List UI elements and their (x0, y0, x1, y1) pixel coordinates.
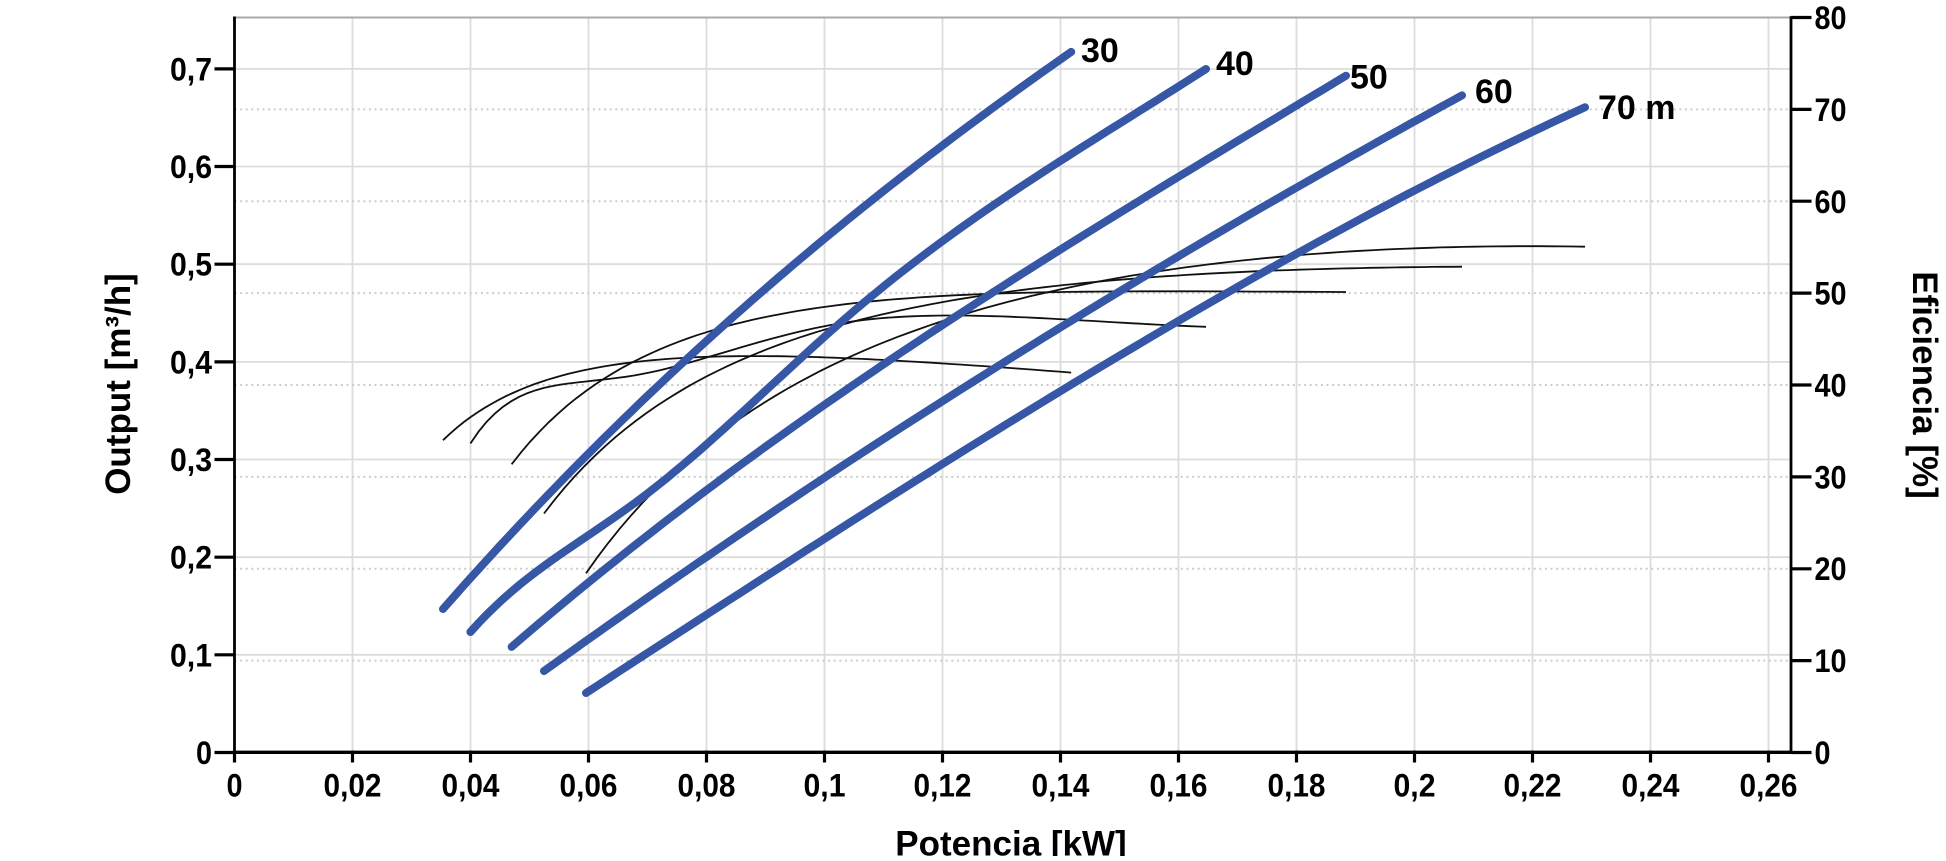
svg-text:0,16: 0,16 (1150, 768, 1208, 804)
svg-text:40: 40 (1216, 45, 1254, 83)
svg-text:Potencia [kW]: Potencia [kW] (895, 825, 1126, 857)
svg-text:80: 80 (1815, 0, 1847, 36)
svg-text:10: 10 (1815, 643, 1847, 679)
svg-text:0,2: 0,2 (170, 540, 212, 576)
svg-text:0: 0 (1815, 735, 1831, 771)
svg-text:0,18: 0,18 (1268, 768, 1326, 804)
svg-text:0,04: 0,04 (442, 768, 500, 804)
svg-text:50: 50 (1815, 276, 1847, 312)
svg-text:70: 70 (1815, 92, 1847, 128)
svg-text:0,02: 0,02 (324, 768, 382, 804)
svg-text:50: 50 (1350, 59, 1388, 97)
svg-text:0,4: 0,4 (170, 344, 212, 380)
svg-text:0,3: 0,3 (170, 442, 212, 478)
svg-text:30: 30 (1815, 459, 1847, 495)
svg-text:0,26: 0,26 (1740, 768, 1798, 804)
svg-text:0,24: 0,24 (1622, 768, 1680, 804)
svg-text:20: 20 (1815, 551, 1847, 587)
svg-text:0,12: 0,12 (914, 768, 972, 804)
svg-text:0: 0 (227, 768, 243, 804)
svg-text:Eficiencia [%]: Eficiencia [%] (1905, 271, 1944, 499)
svg-text:0,7: 0,7 (170, 51, 212, 87)
svg-text:0,14: 0,14 (1032, 768, 1090, 804)
svg-text:0,22: 0,22 (1504, 768, 1562, 804)
svg-text:70 m: 70 m (1598, 89, 1676, 127)
svg-text:0,1: 0,1 (170, 637, 212, 673)
svg-text:60: 60 (1815, 184, 1847, 220)
svg-text:0: 0 (196, 735, 212, 771)
svg-text:0,06: 0,06 (560, 768, 618, 804)
svg-text:60: 60 (1475, 73, 1513, 111)
svg-text:30: 30 (1081, 32, 1119, 70)
svg-text:0,5: 0,5 (170, 247, 212, 283)
svg-text:0,1: 0,1 (804, 768, 846, 804)
svg-text:Output [m³/h]: Output [m³/h] (99, 273, 138, 495)
svg-text:40: 40 (1815, 368, 1847, 404)
svg-text:0,08: 0,08 (678, 768, 736, 804)
svg-text:0,2: 0,2 (1394, 768, 1436, 804)
svg-text:0,6: 0,6 (170, 149, 212, 185)
